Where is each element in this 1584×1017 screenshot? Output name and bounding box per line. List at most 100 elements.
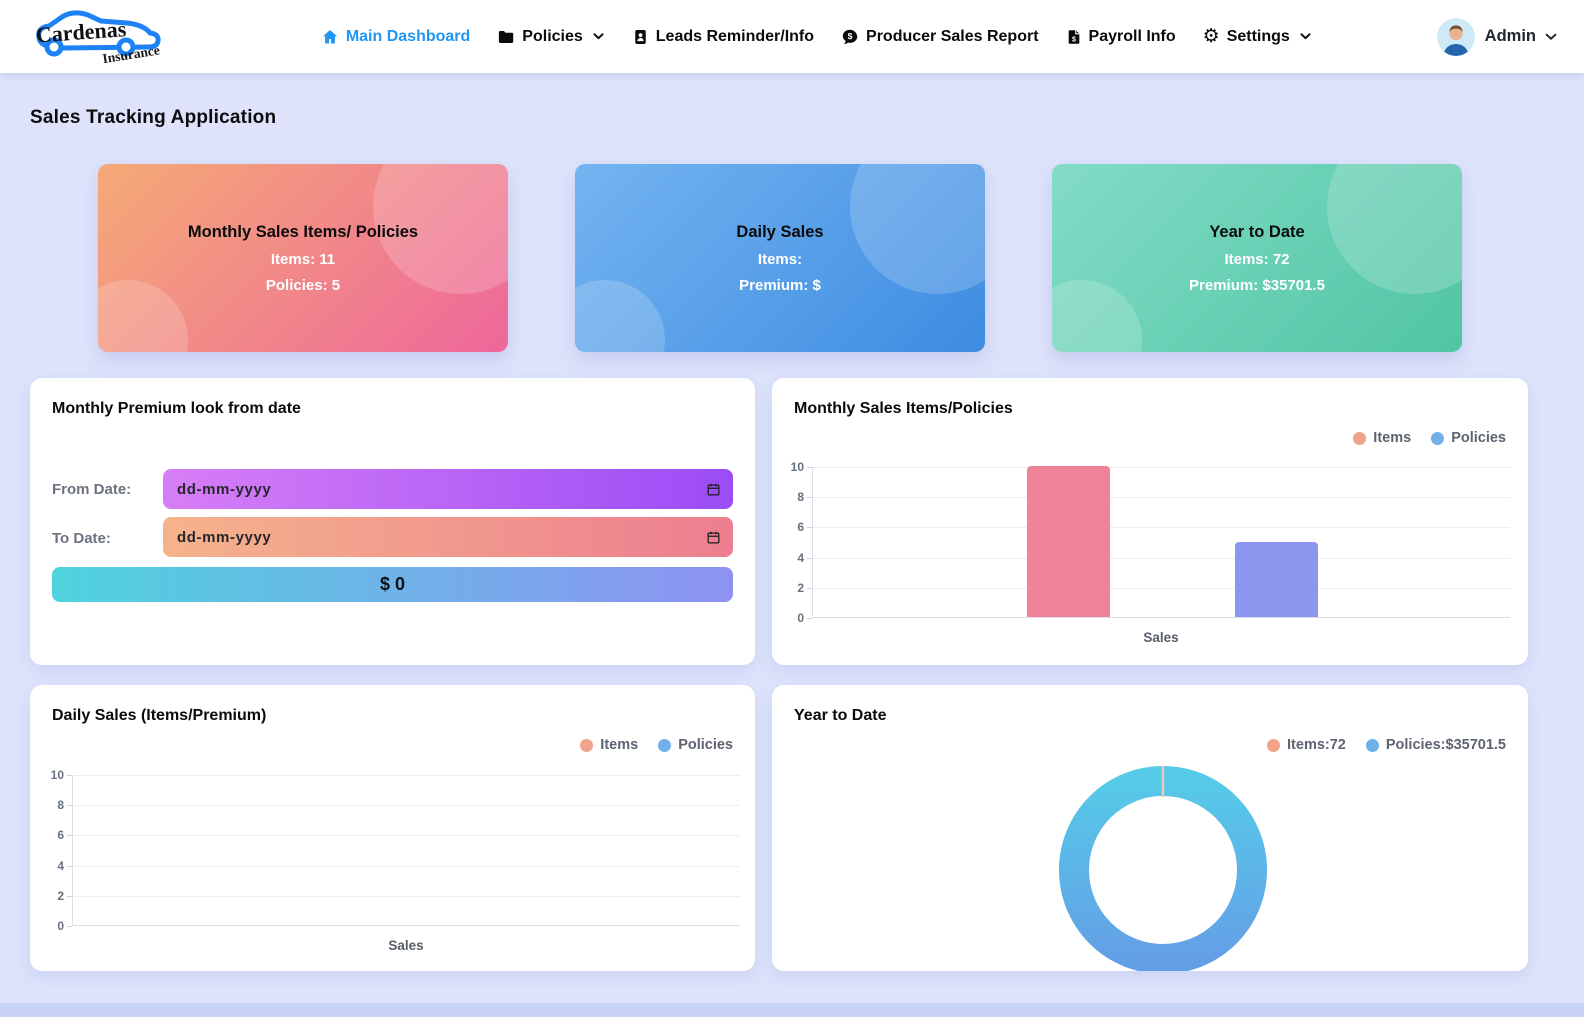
y-tick-label: 10 bbox=[50, 768, 64, 782]
y-tick-label: 6 bbox=[797, 520, 804, 535]
avatar-person-icon bbox=[1436, 17, 1475, 56]
panels-row-2: Daily Sales (Items/Premium) Items Policies… bbox=[30, 685, 1528, 971]
legend-dot bbox=[1353, 431, 1367, 445]
legend-label: Items bbox=[1373, 430, 1412, 446]
leads-card-icon bbox=[632, 28, 649, 46]
legend-dot bbox=[1431, 431, 1445, 445]
y-tick-label: 4 bbox=[797, 550, 804, 565]
to-date-field bbox=[163, 517, 733, 557]
legend-item[interactable]: Items bbox=[580, 737, 638, 753]
calendar-icon[interactable] bbox=[706, 530, 721, 545]
daily-sales-chart-panel: Daily Sales (Items/Premium) Items Policies… bbox=[30, 685, 755, 971]
nav-item-label: Producer Sales Report bbox=[866, 27, 1039, 45]
summary-card-year-to-date: Year to Date Items: 72 Premium: $35701.5 bbox=[1052, 164, 1462, 352]
brand-logo[interactable]: Cardenas Insurance bbox=[26, 5, 196, 68]
main-nav: Main Dashboard Policies Leads Reminder/Inf… bbox=[196, 27, 1437, 46]
svg-text:$: $ bbox=[1072, 36, 1076, 43]
premium-amount-button[interactable]: $ 0 bbox=[52, 567, 733, 602]
svg-text:$: $ bbox=[848, 31, 853, 41]
premium-lookup-panel: Monthly Premium look from date From Date… bbox=[30, 378, 755, 665]
legend-item[interactable]: Policies bbox=[1431, 430, 1506, 446]
from-date-field bbox=[163, 469, 733, 509]
nav-item-main-dashboard[interactable]: Main Dashboard bbox=[321, 28, 470, 46]
legend-item[interactable]: Items:72 bbox=[1267, 737, 1346, 753]
chart-plot-area bbox=[72, 775, 740, 926]
nav-item-producer-sales-report[interactable]: $ Producer Sales Report bbox=[841, 28, 1039, 46]
legend-dot bbox=[580, 738, 594, 752]
car-logo-icon: Cardenas Insurance bbox=[35, 10, 161, 66]
nav-item-label: Payroll Info bbox=[1088, 27, 1176, 45]
premium-lookup-title: Monthly Premium look from date bbox=[52, 400, 301, 417]
y-tick-label: 2 bbox=[57, 888, 64, 903]
policies-slice bbox=[1059, 766, 1267, 971]
summary-card-daily-sales: Daily Sales Items: Premium: $ bbox=[575, 164, 985, 352]
legend-item[interactable]: Items bbox=[1353, 430, 1411, 446]
legend-label: Items bbox=[600, 737, 639, 753]
chevron-down-icon bbox=[1545, 33, 1557, 40]
nav-item-settings[interactable]: ⚙ Settings bbox=[1203, 27, 1312, 46]
summary-cards-row: Monthly Sales Items/ Policies Items: 11 Po… bbox=[30, 164, 1528, 352]
legend-label: Policies:$35701.5 bbox=[1385, 737, 1506, 753]
nav-item-label: Settings bbox=[1226, 27, 1290, 45]
nav-item-policies[interactable]: Policies bbox=[497, 28, 604, 46]
card-title: Year to Date bbox=[1209, 222, 1305, 241]
decor-bubble bbox=[575, 280, 665, 352]
to-date-input[interactable] bbox=[177, 528, 706, 546]
y-tick-label: 4 bbox=[57, 858, 64, 873]
y-tick-label: 8 bbox=[57, 798, 64, 813]
footer-strip bbox=[0, 1003, 1584, 1017]
user-name: Admin bbox=[1484, 27, 1536, 45]
page-title: Sales Tracking Application bbox=[30, 107, 277, 128]
legend-dot bbox=[1267, 738, 1281, 752]
x-axis-label: Sales bbox=[1143, 630, 1179, 645]
policies-bar bbox=[1234, 541, 1318, 617]
nav-item-payroll-info[interactable]: $ Payroll Info bbox=[1066, 28, 1176, 46]
payroll-file-icon: $ bbox=[1066, 28, 1082, 46]
avatar bbox=[1436, 17, 1475, 56]
legend-item[interactable]: Policies bbox=[658, 737, 733, 753]
panels-row-1: Monthly Premium look from date From Date… bbox=[30, 378, 1528, 665]
monthly-sales-chart-panel: Monthly Sales Items/Policies Items Policie… bbox=[772, 378, 1528, 665]
legend-label: Policies bbox=[678, 737, 733, 753]
y-tick-label: 10 bbox=[790, 460, 804, 474]
nav-item-leads-reminder-info[interactable]: Leads Reminder/Info bbox=[632, 28, 814, 46]
card-line: Items: 72 bbox=[1224, 250, 1290, 268]
home-icon bbox=[321, 28, 339, 46]
items-bar bbox=[1026, 466, 1110, 617]
summary-card-monthly-sales-items-policies: Monthly Sales Items/ Policies Items: 11 Po… bbox=[98, 164, 508, 352]
card-line: Items: 11 bbox=[270, 250, 336, 268]
chart-title: Daily Sales (Items/Premium) bbox=[52, 707, 267, 724]
navbar: Cardenas Insurance Main Dashboard Policie… bbox=[0, 0, 1584, 73]
card-line: Policies: 5 bbox=[265, 276, 341, 294]
decor-bubble bbox=[850, 164, 985, 294]
nav-item-label: Leads Reminder/Info bbox=[655, 27, 815, 45]
user-menu[interactable]: Admin bbox=[1436, 17, 1558, 56]
legend-item[interactable]: Policies:$35701.5 bbox=[1365, 737, 1506, 753]
y-tick-label: 0 bbox=[797, 611, 804, 625]
main-content: Sales Tracking Application Monthly Sales… bbox=[0, 105, 1584, 971]
dollar-comment-icon: $ bbox=[841, 28, 859, 46]
to-date-label: To Date: bbox=[52, 530, 111, 547]
decor-bubble bbox=[1327, 164, 1462, 294]
from-date-label: From Date: bbox=[52, 481, 132, 498]
legend-dot bbox=[658, 738, 672, 752]
calendar-icon[interactable] bbox=[706, 482, 721, 497]
chart-legend: Items:72 Policies:$35701.5 bbox=[1267, 737, 1506, 753]
legend-label: Policies bbox=[1451, 430, 1506, 446]
nav-item-label: Policies bbox=[522, 27, 583, 45]
legend-dot bbox=[1365, 738, 1379, 752]
y-tick-label: 2 bbox=[797, 580, 804, 595]
brand-name: Cardenas bbox=[35, 16, 127, 47]
card-line: Premium: $ bbox=[739, 276, 821, 294]
card-title: Monthly Sales Items/ Policies bbox=[187, 222, 419, 241]
chevron-down-icon bbox=[590, 30, 605, 43]
chart-legend: Items Policies bbox=[1353, 430, 1506, 446]
y-tick-label: 6 bbox=[57, 828, 64, 843]
donut-chart bbox=[1059, 766, 1267, 971]
legend-label: Items:72 bbox=[1287, 737, 1346, 753]
decor-bubble bbox=[1052, 280, 1142, 352]
card-line: Premium: $35701.5 bbox=[1189, 276, 1325, 294]
from-date-input[interactable] bbox=[177, 480, 706, 498]
card-line: Items: bbox=[757, 250, 803, 268]
chart-title: Year to Date bbox=[794, 707, 887, 724]
